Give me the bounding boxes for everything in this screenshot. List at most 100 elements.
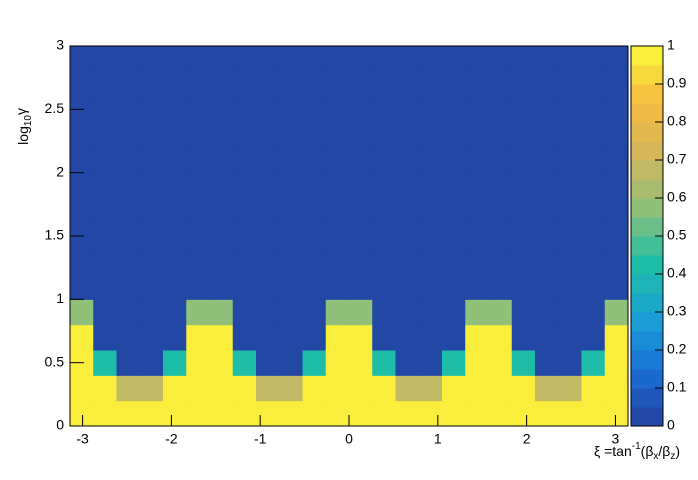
heat-cell <box>511 122 536 148</box>
heat-cell <box>256 299 280 326</box>
colorbar-level <box>631 179 663 199</box>
heat-cell <box>209 71 234 98</box>
heat-cell <box>209 400 234 427</box>
heat-cell <box>116 350 141 376</box>
heat-cell <box>604 147 629 174</box>
heat-cell <box>279 324 303 351</box>
heat-cell <box>256 71 280 98</box>
heat-cell <box>139 46 164 72</box>
heat-cell <box>442 248 466 275</box>
heat-cell <box>139 324 164 351</box>
heat-cell <box>325 96 350 123</box>
x-tick-label: -3 <box>76 431 89 447</box>
heat-cell <box>325 122 350 148</box>
heat-cell <box>349 172 373 199</box>
heat-cell <box>418 147 443 174</box>
heat-cell <box>209 299 234 326</box>
heat-cell <box>116 223 141 250</box>
heat-cell <box>581 375 606 402</box>
heat-cell <box>349 274 373 300</box>
x-tick-label: 1 <box>434 431 442 447</box>
heat-cell <box>279 147 303 174</box>
heat-cell <box>372 122 396 148</box>
heat-cell <box>116 324 141 351</box>
heat-cell <box>163 274 187 300</box>
heat-cell <box>511 198 536 224</box>
heat-cell <box>186 172 210 199</box>
heat-cell <box>186 198 210 224</box>
heat-cell <box>70 71 94 98</box>
heat-cell <box>302 122 327 148</box>
x-label-part: ξ =tan <box>594 443 632 459</box>
heat-cell <box>581 223 606 250</box>
z-tick-label: 0.5 <box>667 227 687 243</box>
colorbar-level <box>631 388 663 408</box>
heat-cell <box>232 147 257 174</box>
heat-cell <box>535 324 559 351</box>
heat-cell <box>163 350 187 376</box>
heat-cell <box>186 274 210 300</box>
heat-cell <box>465 46 489 72</box>
heat-cell <box>186 400 210 427</box>
y-tick-label: 0 <box>56 417 64 433</box>
z-tick-label: 0.3 <box>667 303 687 319</box>
heat-cell <box>558 375 582 402</box>
heat-cell <box>232 71 257 98</box>
heat-cell <box>372 147 396 174</box>
heat-cell <box>70 375 94 402</box>
y-label-part: 10 <box>23 115 34 127</box>
heat-cell <box>139 274 164 300</box>
heat-cell <box>349 324 373 351</box>
heat-cell <box>116 274 141 300</box>
heat-cell <box>581 299 606 326</box>
heat-cell <box>93 96 117 123</box>
heat-cell <box>139 248 164 275</box>
heat-cell <box>372 400 396 427</box>
x-label-part: x <box>653 451 658 462</box>
heat-cell <box>302 375 327 402</box>
heat-cell <box>418 223 443 250</box>
heat-cell <box>163 375 187 402</box>
heat-cell <box>465 324 489 351</box>
colorbar-level <box>631 236 663 256</box>
heat-cell <box>442 274 466 300</box>
heat-cell <box>535 400 559 427</box>
heat-cell <box>511 96 536 123</box>
heat-cell <box>511 147 536 174</box>
heat-cell <box>604 96 629 123</box>
heat-cell <box>535 71 559 98</box>
heat-cell <box>535 172 559 199</box>
heat-cell <box>511 71 536 98</box>
y-tick-label: 2.5 <box>45 100 65 116</box>
heat-cell <box>209 350 234 376</box>
heat-cell <box>209 147 234 174</box>
z-tick-label: 0.2 <box>667 341 687 357</box>
heat-cell <box>116 172 141 199</box>
heat-cell <box>209 375 234 402</box>
heat-cell <box>279 71 303 98</box>
heat-cell <box>256 248 280 275</box>
heat-cell <box>70 172 94 199</box>
heat-cell <box>209 172 234 199</box>
heat-cell <box>116 46 141 72</box>
heat-cell <box>395 274 420 300</box>
heat-cell <box>372 248 396 275</box>
heat-cell <box>442 299 466 326</box>
heat-cell <box>604 299 629 326</box>
heat-cell <box>535 248 559 275</box>
heat-cell <box>488 400 513 427</box>
heat-cell <box>581 324 606 351</box>
heat-cell <box>186 324 210 351</box>
heat-cell <box>116 96 141 123</box>
heat-cell <box>70 299 94 326</box>
colorbar-level <box>631 65 663 85</box>
heat-cell <box>256 324 280 351</box>
heat-cell <box>349 46 373 72</box>
heat-cell <box>395 223 420 250</box>
heat-cell <box>535 223 559 250</box>
heat-cell <box>488 299 513 326</box>
heat-cell <box>325 147 350 174</box>
heat-cell <box>349 400 373 427</box>
heat-cell <box>70 147 94 174</box>
heat-cell <box>116 248 141 275</box>
